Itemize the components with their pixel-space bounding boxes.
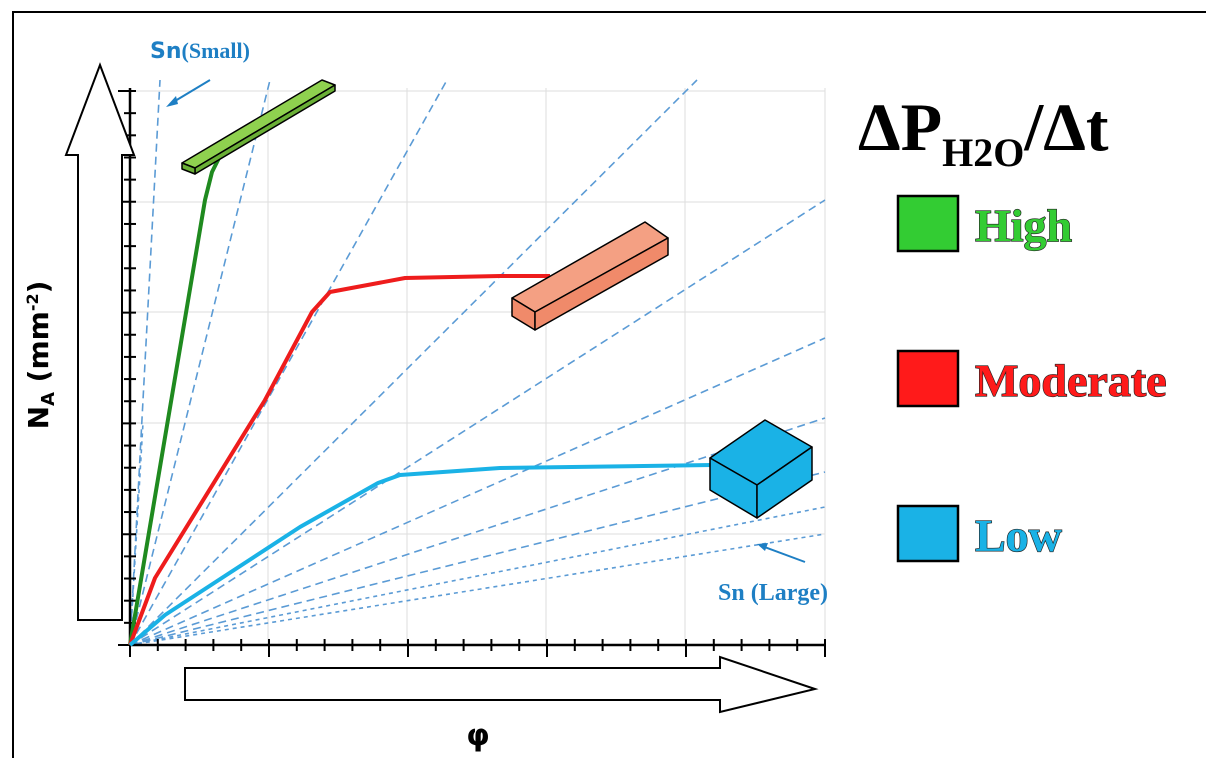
legend-swatch <box>898 351 958 406</box>
legend-swatch <box>898 506 958 561</box>
x-axis-label: φ <box>466 718 489 753</box>
annotation-large: Sn (Large) <box>718 580 828 606</box>
legend-swatch <box>898 196 958 251</box>
legend-label: Moderate <box>975 355 1167 406</box>
legend-label: Low <box>975 510 1062 561</box>
annotation-small: Sn(Small) <box>150 38 250 64</box>
figure: NA (mm-2) φ Sn(Small) Sn (Large) ΔPH2O/Δ… <box>0 0 1206 758</box>
legend-label: High <box>975 200 1072 251</box>
